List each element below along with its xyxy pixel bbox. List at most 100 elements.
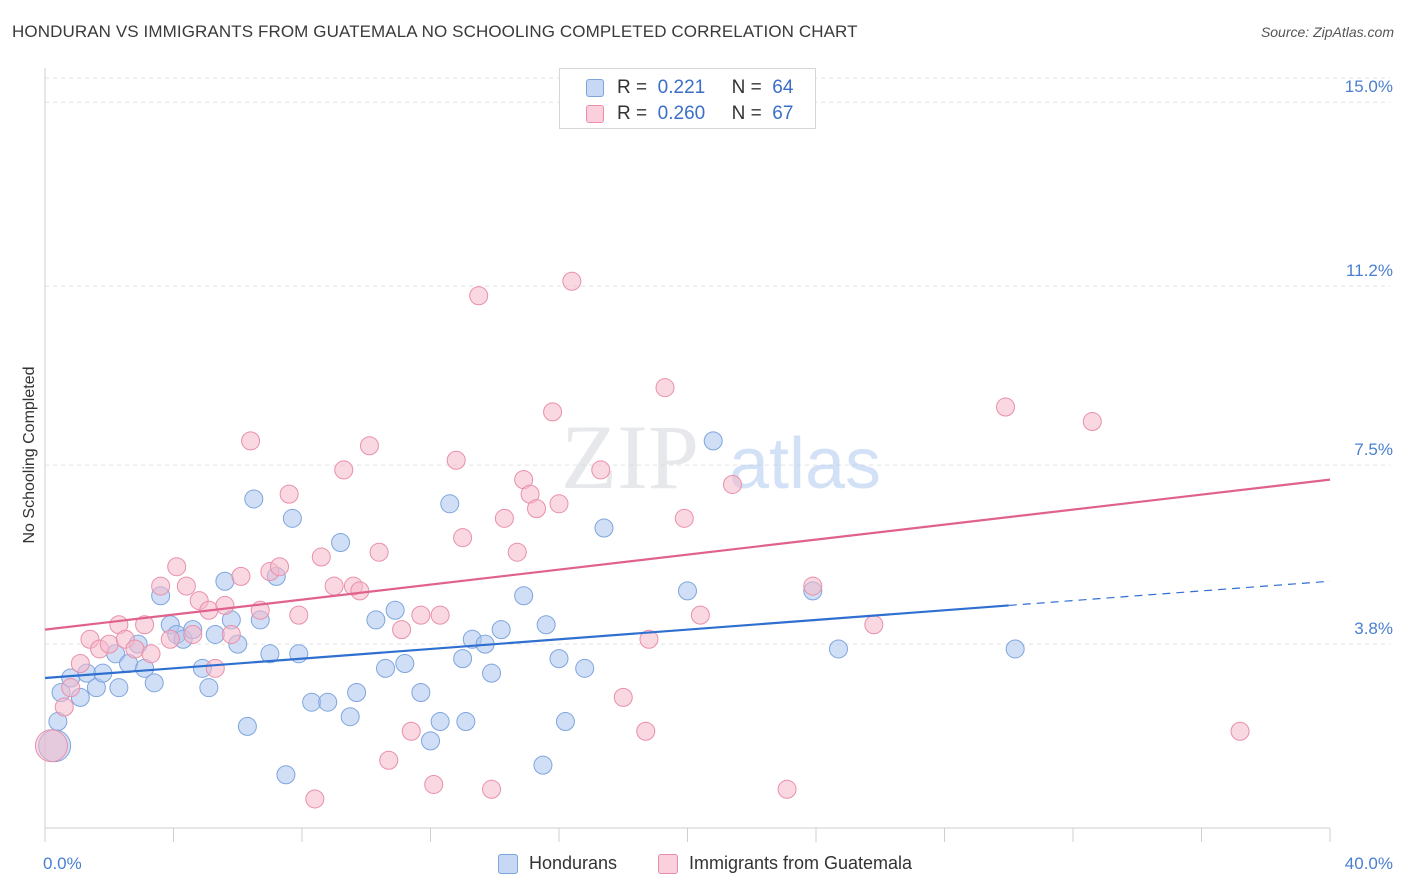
data-point [215, 595, 235, 615]
source-label: Source: ZipAtlas.com [1260, 24, 1394, 40]
watermark-zip: ZIP [561, 406, 699, 508]
data-point [141, 644, 161, 664]
data-point [639, 629, 659, 649]
data-point [260, 644, 280, 664]
data-point [244, 489, 264, 509]
data-point [507, 542, 527, 562]
n-value-hondurans: 64 [772, 77, 794, 98]
data-point [205, 658, 225, 678]
data-point [803, 576, 823, 596]
data-point [241, 431, 261, 451]
data-point [613, 687, 633, 707]
watermark: ZIP atlas [561, 406, 881, 508]
data-point [674, 508, 694, 528]
data-point [446, 450, 466, 470]
r-value-hondurans: 0.221 [657, 77, 706, 98]
data-point [536, 615, 556, 635]
data-point [350, 581, 370, 601]
axes [44, 68, 1331, 842]
data-point [678, 581, 697, 601]
data-point [340, 707, 360, 727]
data-point [331, 533, 351, 553]
data-point [199, 678, 219, 698]
legend-swatch-guatemala [658, 854, 678, 874]
gridlines [45, 77, 1390, 645]
data-point [135, 615, 155, 635]
guatemala-swatch [586, 105, 604, 123]
trend-line-guatemala [44, 478, 1331, 631]
data-point [34, 729, 68, 763]
data-point [305, 789, 325, 809]
data-point [562, 271, 582, 291]
data-point [996, 397, 1016, 417]
data-point [575, 658, 595, 678]
y-tick-label: 15.0% [1345, 77, 1393, 96]
trend-line-extension-hondurans [1008, 580, 1331, 607]
data-point [125, 639, 145, 659]
data-point [655, 378, 675, 398]
data-point [533, 755, 553, 775]
data-point [469, 286, 489, 306]
data-point [318, 692, 338, 712]
y-tick-label: 7.5% [1354, 440, 1393, 459]
data-point [636, 721, 656, 741]
n-label: N = [731, 77, 762, 98]
data-point [395, 653, 415, 673]
data-point [302, 692, 322, 712]
x-tick-label-min: 0.0% [43, 854, 82, 873]
data-point [703, 431, 723, 451]
data-point [276, 765, 296, 785]
data-point [359, 436, 379, 456]
data-point [392, 620, 412, 640]
data-point [99, 634, 119, 654]
data-point [160, 629, 180, 649]
data-point [494, 508, 514, 528]
data-point [144, 673, 164, 693]
y-tick-label: 3.8% [1354, 619, 1393, 638]
chart-title: HONDURAN VS IMMIGRANTS FROM GUATEMALA NO… [12, 22, 858, 41]
data-point [411, 605, 431, 625]
series-legend: Hondurans Immigrants from Guatemala [0, 852, 1406, 878]
hondurans-swatch [586, 79, 604, 97]
data-point [237, 716, 257, 736]
data-point [151, 576, 171, 596]
r-label: R = [617, 103, 648, 124]
data-point [376, 658, 396, 678]
data-point [555, 712, 575, 732]
data-point [401, 721, 421, 741]
data-point [453, 528, 473, 548]
stats-legend: R = 0.221 N = 64 R = 0.260 N = 67 [559, 68, 816, 129]
data-point [289, 605, 309, 625]
data-point [453, 649, 473, 669]
y-axis-label: No Schooling Completed [21, 367, 38, 544]
data-point [221, 624, 241, 644]
data-point [205, 624, 225, 644]
data-point [430, 605, 450, 625]
data-point [369, 542, 389, 562]
data-point [324, 576, 344, 596]
data-point [282, 508, 302, 528]
data-point [690, 605, 710, 625]
data-point [70, 653, 90, 673]
n-value-guatemala: 67 [772, 103, 794, 124]
legend-swatch-hondurans [498, 854, 518, 874]
data-point [527, 499, 547, 519]
data-point [1230, 721, 1250, 741]
legend-label-hondurans: Hondurans [529, 853, 618, 873]
data-point [424, 774, 444, 794]
data-point [549, 649, 569, 669]
r-value-guatemala: 0.260 [657, 103, 706, 124]
data-point [215, 571, 235, 591]
data-point [591, 460, 611, 480]
data-point [167, 557, 187, 577]
data-point [366, 610, 386, 630]
data-point [440, 494, 460, 514]
legend-label-guatemala: Immigrants from Guatemala [689, 853, 913, 873]
data-point [491, 620, 511, 640]
data-point [1005, 639, 1025, 659]
series-guatemala [34, 271, 1250, 809]
data-point [411, 683, 431, 703]
data-point [183, 624, 203, 644]
n-label: N = [731, 103, 762, 124]
